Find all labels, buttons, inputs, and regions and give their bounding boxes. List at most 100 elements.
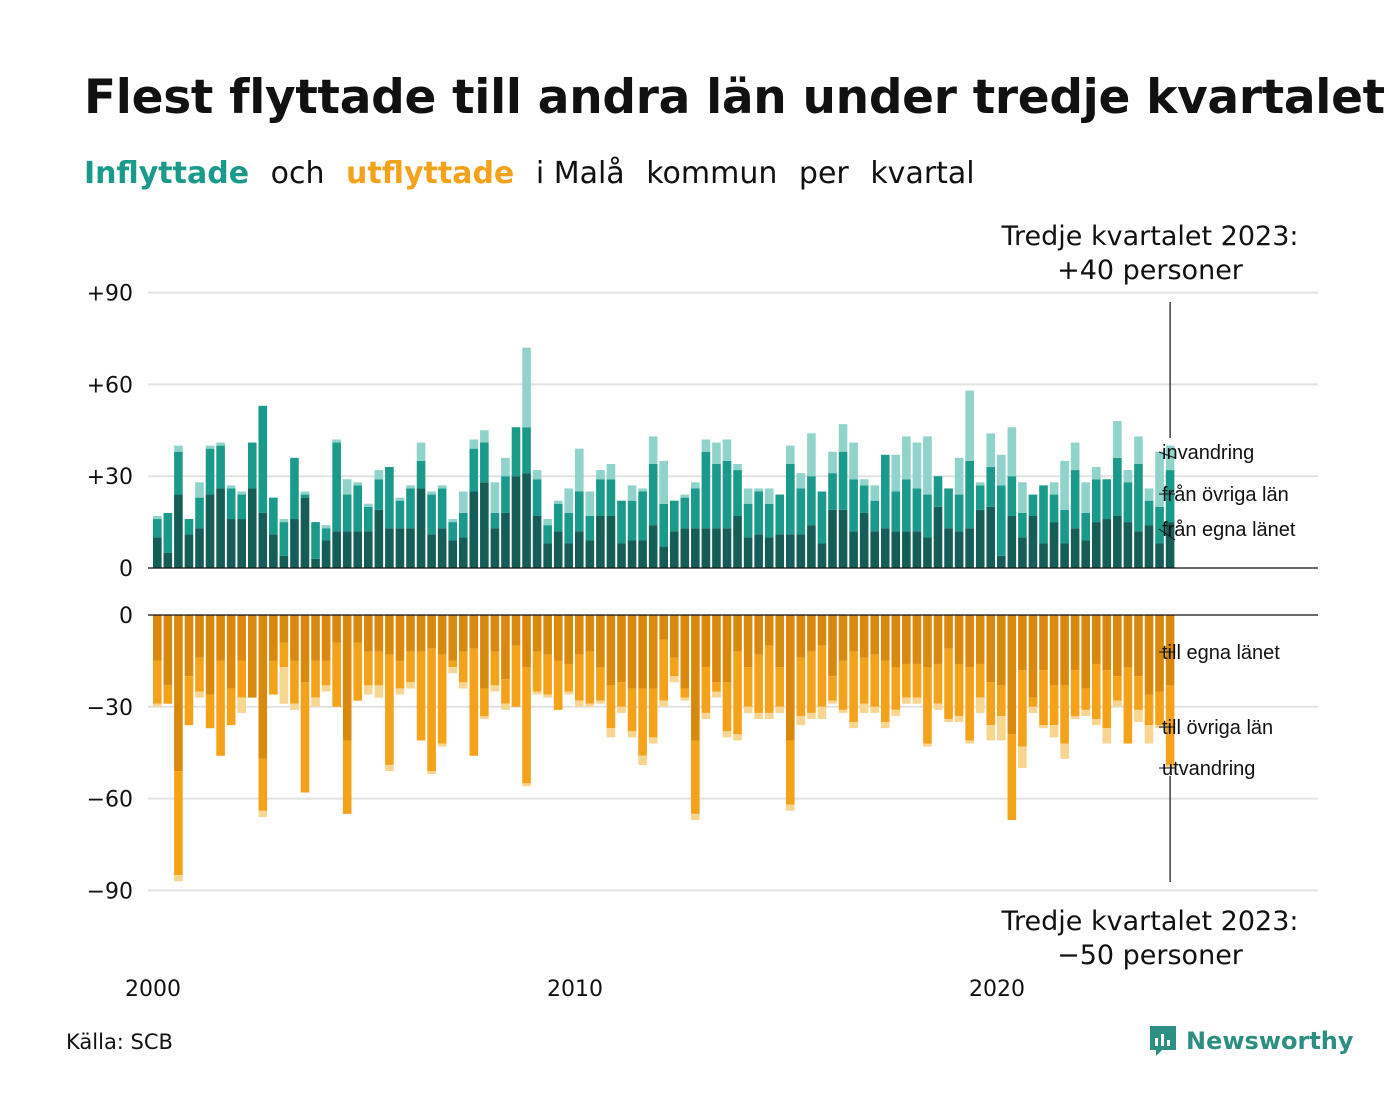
bar-out-emigration — [321, 685, 331, 692]
bar-out-emigration — [406, 682, 415, 689]
bar-out-emigration — [944, 719, 953, 723]
subtitle-inflyttade: Inflyttade — [84, 156, 250, 191]
bar-out-emigration — [1091, 719, 1101, 726]
bar-in-own-county — [290, 519, 299, 568]
bar-out-emigration — [1165, 764, 1175, 768]
bar-in-own-county — [226, 519, 236, 568]
bar-in-own-county — [1018, 537, 1027, 568]
bar-in-immigration — [543, 519, 552, 526]
bar-out-own-county — [912, 615, 922, 664]
bar-in-other-counties — [543, 525, 552, 544]
bar-out-emigration — [490, 685, 500, 692]
bar-in-other-counties — [975, 485, 985, 510]
x-tick-label: 2010 — [547, 977, 603, 1002]
bar-in-immigration — [680, 494, 690, 498]
bar-in-immigration — [997, 454, 1006, 486]
bar-out-own-county — [427, 615, 436, 649]
bar-out-own-county — [807, 615, 816, 652]
bar-out-other-counties — [775, 667, 785, 707]
bar-out-emigration — [627, 731, 637, 738]
bar-in-other-counties — [1091, 479, 1101, 523]
bar-in-other-counties — [817, 491, 827, 544]
bar-in-other-counties — [1018, 512, 1027, 538]
bar-in-own-county — [490, 528, 500, 568]
bar-in-own-county — [532, 515, 542, 568]
bar-out-own-county — [258, 615, 268, 759]
bar-out-other-counties — [1113, 676, 1122, 701]
bar-out-own-county — [490, 615, 500, 652]
bar-in-other-counties — [891, 491, 901, 532]
bar-in-own-county — [733, 515, 742, 568]
bar-in-own-county — [817, 543, 827, 568]
bar-out-emigration — [880, 722, 890, 729]
bar-in-other-counties — [184, 519, 194, 535]
bar-out-emigration — [480, 715, 489, 720]
bar-in-other-counties — [532, 479, 542, 516]
bar-out-own-county — [342, 615, 352, 741]
bar-in-own-county — [859, 512, 869, 568]
bar-in-immigration — [902, 436, 911, 480]
bar-out-own-county — [216, 615, 225, 661]
bar-out-other-counties — [1070, 670, 1080, 716]
bar-in-other-counties — [290, 457, 299, 520]
bar-in-immigration — [195, 482, 204, 498]
bar-in-other-counties — [627, 500, 637, 541]
bar-in-own-county — [174, 494, 183, 568]
bar-out-own-county — [1070, 615, 1080, 671]
bar-out-emigration — [1113, 700, 1122, 707]
bar-in-own-county — [796, 534, 806, 568]
bar-out-other-counties — [522, 667, 531, 784]
bar-in-immigration — [153, 515, 162, 520]
bar-in-other-counties — [669, 500, 679, 532]
bar-out-emigration — [691, 813, 700, 821]
bar-in-immigration — [849, 442, 858, 480]
subtitle-kvartal: kvartal — [870, 156, 975, 191]
bar-out-other-counties — [205, 694, 215, 729]
bar-out-other-counties — [480, 688, 489, 716]
bar-out-own-county — [701, 615, 711, 668]
bar-out-own-county — [385, 615, 394, 655]
bar-in-immigration — [596, 470, 605, 480]
bar-out-emigration — [195, 691, 204, 698]
bar-out-emigration — [638, 755, 647, 765]
bar-out-own-county — [437, 615, 447, 655]
bar-in-own-county — [659, 546, 668, 568]
bar-in-own-county — [1134, 531, 1143, 568]
bar-in-immigration — [205, 445, 215, 449]
bar-in-other-counties — [205, 448, 215, 495]
bar-out-emigration — [764, 712, 774, 720]
series-labels: invandring från övriga län från egna länet… — [1158, 442, 1296, 780]
bar-out-emigration — [1049, 725, 1059, 738]
bar-in-other-counties — [954, 494, 964, 532]
bar-out-emigration — [1144, 725, 1154, 744]
bar-in-immigration — [490, 482, 500, 513]
bar-in-own-county — [923, 537, 932, 568]
annotation-top-line2: +40 personer — [1057, 255, 1243, 286]
bar-in-own-county — [975, 509, 985, 568]
bar-out-other-counties — [311, 660, 320, 698]
bar-out-other-counties — [712, 682, 721, 692]
bar-in-own-county — [1007, 515, 1017, 568]
bar-in-other-counties — [226, 488, 236, 520]
bar-in-other-counties — [332, 442, 341, 532]
bar-out-other-counties — [764, 645, 774, 713]
bar-in-own-county — [902, 531, 911, 568]
bar-out-own-county — [1091, 615, 1101, 664]
bar-in-other-counties — [1060, 509, 1069, 544]
bar-in-own-county — [511, 476, 521, 568]
bar-in-other-counties — [849, 479, 858, 532]
label-fran-ovriga-lan: från övriga län — [1162, 484, 1289, 506]
bar-in-immigration — [754, 488, 763, 492]
bar-out-emigration — [279, 667, 289, 704]
bar-out-other-counties — [944, 648, 953, 720]
bar-in-other-counties — [511, 427, 521, 477]
bar-in-own-county — [912, 531, 922, 568]
bar-out-own-county — [585, 615, 595, 652]
bar-out-other-counties — [195, 657, 204, 692]
bar-in-immigration — [427, 491, 436, 495]
bar-in-other-counties — [754, 491, 763, 535]
bar-out-other-counties — [796, 657, 806, 716]
bar-out-own-county — [1165, 615, 1175, 686]
bar-in-other-counties — [1028, 494, 1038, 516]
bar-in-other-counties — [564, 512, 574, 544]
